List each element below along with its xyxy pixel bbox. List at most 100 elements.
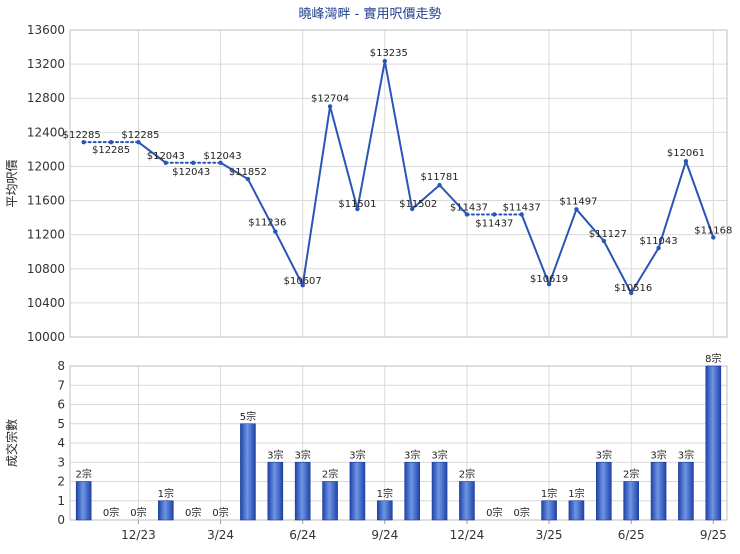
volume-plot-frame	[69, 365, 728, 521]
price-data-label: $11236	[248, 218, 286, 229]
price-data-label: $10619	[530, 274, 568, 285]
volume-data-label: 3宗	[650, 448, 666, 461]
price-point	[519, 212, 524, 217]
volume-bar	[404, 461, 420, 521]
volume-bar	[459, 481, 475, 521]
volume-bar	[377, 500, 393, 521]
volume-data-label: 0宗	[212, 506, 228, 519]
price-data-label: $12061	[667, 148, 705, 159]
volume-data-label: 0宗	[514, 506, 530, 519]
volume-data-label: 3宗	[404, 448, 420, 461]
price-point	[574, 207, 579, 212]
price-point	[464, 212, 470, 217]
volume-bar	[678, 461, 694, 521]
price-line-segment	[602, 239, 633, 294]
price-line-segment	[246, 178, 277, 233]
price-point	[492, 212, 497, 217]
price-data-label: $12704	[311, 93, 349, 104]
price-data-label: $12285	[63, 130, 101, 141]
price-data-label: $11437	[450, 202, 488, 213]
volume-data-label: 2宗	[623, 468, 639, 481]
price-point	[656, 245, 661, 251]
price-data-label: $12043	[147, 151, 185, 162]
price-line-segment	[657, 160, 687, 250]
price-y-tick: 10800	[27, 262, 65, 276]
volume-y-tick: 2	[57, 475, 65, 489]
price-plot-area	[70, 30, 727, 337]
price-point	[382, 58, 388, 64]
price-data-label: $12043	[203, 151, 241, 162]
price-data-label: $11781	[420, 172, 458, 183]
volume-data-label: 3宗	[596, 448, 612, 461]
volume-bar	[623, 481, 639, 521]
price-line-segment	[274, 230, 304, 287]
price-point	[628, 290, 634, 296]
price-data-label: $11502	[399, 199, 437, 210]
price-point	[683, 159, 689, 164]
volume-data-label: 3宗	[349, 448, 365, 461]
price-line-segment	[137, 141, 167, 164]
volume-bar	[158, 500, 174, 521]
price-point	[546, 282, 552, 287]
price-data-label: $11168	[694, 225, 732, 236]
price-point	[245, 176, 251, 182]
volume-y-axis-title: 成交宗數	[4, 419, 19, 467]
volume-data-label: 2宗	[76, 468, 92, 481]
price-point	[190, 160, 196, 165]
volume-data-label: 0宗	[103, 506, 119, 519]
price-y-tick: 10000	[27, 330, 65, 344]
price-line-segment	[520, 213, 551, 286]
volume-bar	[541, 500, 557, 521]
price-data-label: $11501	[338, 199, 376, 210]
price-data-label: $11852	[229, 167, 267, 178]
price-data-label: $11437	[475, 218, 513, 229]
volume-y-tick: 8	[57, 359, 65, 373]
price-line-segment	[356, 60, 386, 210]
price-y-tick: 10400	[27, 296, 65, 310]
volume-data-label: 5宗	[240, 410, 256, 423]
price-line-segment	[411, 184, 441, 210]
volume-data-label: 0宗	[130, 506, 146, 519]
volume-bar	[705, 365, 722, 521]
volume-bar	[596, 461, 612, 521]
price-y-tick: 12400	[27, 125, 65, 139]
volume-bar	[568, 500, 585, 521]
volume-data-label: 8宗	[705, 352, 721, 365]
price-y-tick: 11200	[27, 228, 65, 242]
price-point	[409, 206, 415, 212]
price-line-segment	[684, 160, 715, 239]
price-data-label: $11497	[559, 196, 597, 207]
volume-data-label: 3宗	[431, 448, 447, 461]
volume-bar	[294, 461, 311, 521]
price-data-label: $11437	[503, 202, 541, 213]
volume-data-label: 0宗	[486, 506, 502, 519]
price-line-segment	[329, 105, 359, 210]
volume-bar	[431, 461, 448, 521]
price-y-tick: 11600	[27, 194, 65, 208]
volume-y-tick: 7	[57, 378, 65, 392]
volume-bar	[349, 461, 366, 521]
volume-bar	[650, 461, 667, 521]
volume-data-label: 1宗	[158, 487, 174, 500]
price-line-segment	[548, 208, 578, 286]
price-line-segment	[575, 208, 605, 242]
price-point	[355, 206, 360, 212]
price-data-label: $12285	[92, 145, 130, 156]
x-tick-label: 3/25	[536, 528, 563, 542]
volume-data-label: 3宗	[295, 448, 311, 461]
price-line-segment	[438, 184, 468, 216]
volume-y-tick: 0	[57, 513, 65, 527]
volume-data-label: 1宗	[541, 487, 557, 500]
volume-bar	[322, 481, 338, 521]
price-point	[273, 229, 278, 234]
price-data-label: $11043	[639, 236, 677, 247]
volume-data-label: 3宗	[267, 448, 283, 461]
volume-data-label: 1宗	[568, 487, 584, 500]
price-point	[108, 139, 114, 145]
volume-data-label: 3宗	[678, 448, 694, 461]
volume-data-label: 0宗	[185, 506, 201, 519]
price-line-segment	[301, 105, 332, 287]
volume-y-tick: 4	[57, 436, 65, 450]
price-point	[218, 160, 223, 165]
